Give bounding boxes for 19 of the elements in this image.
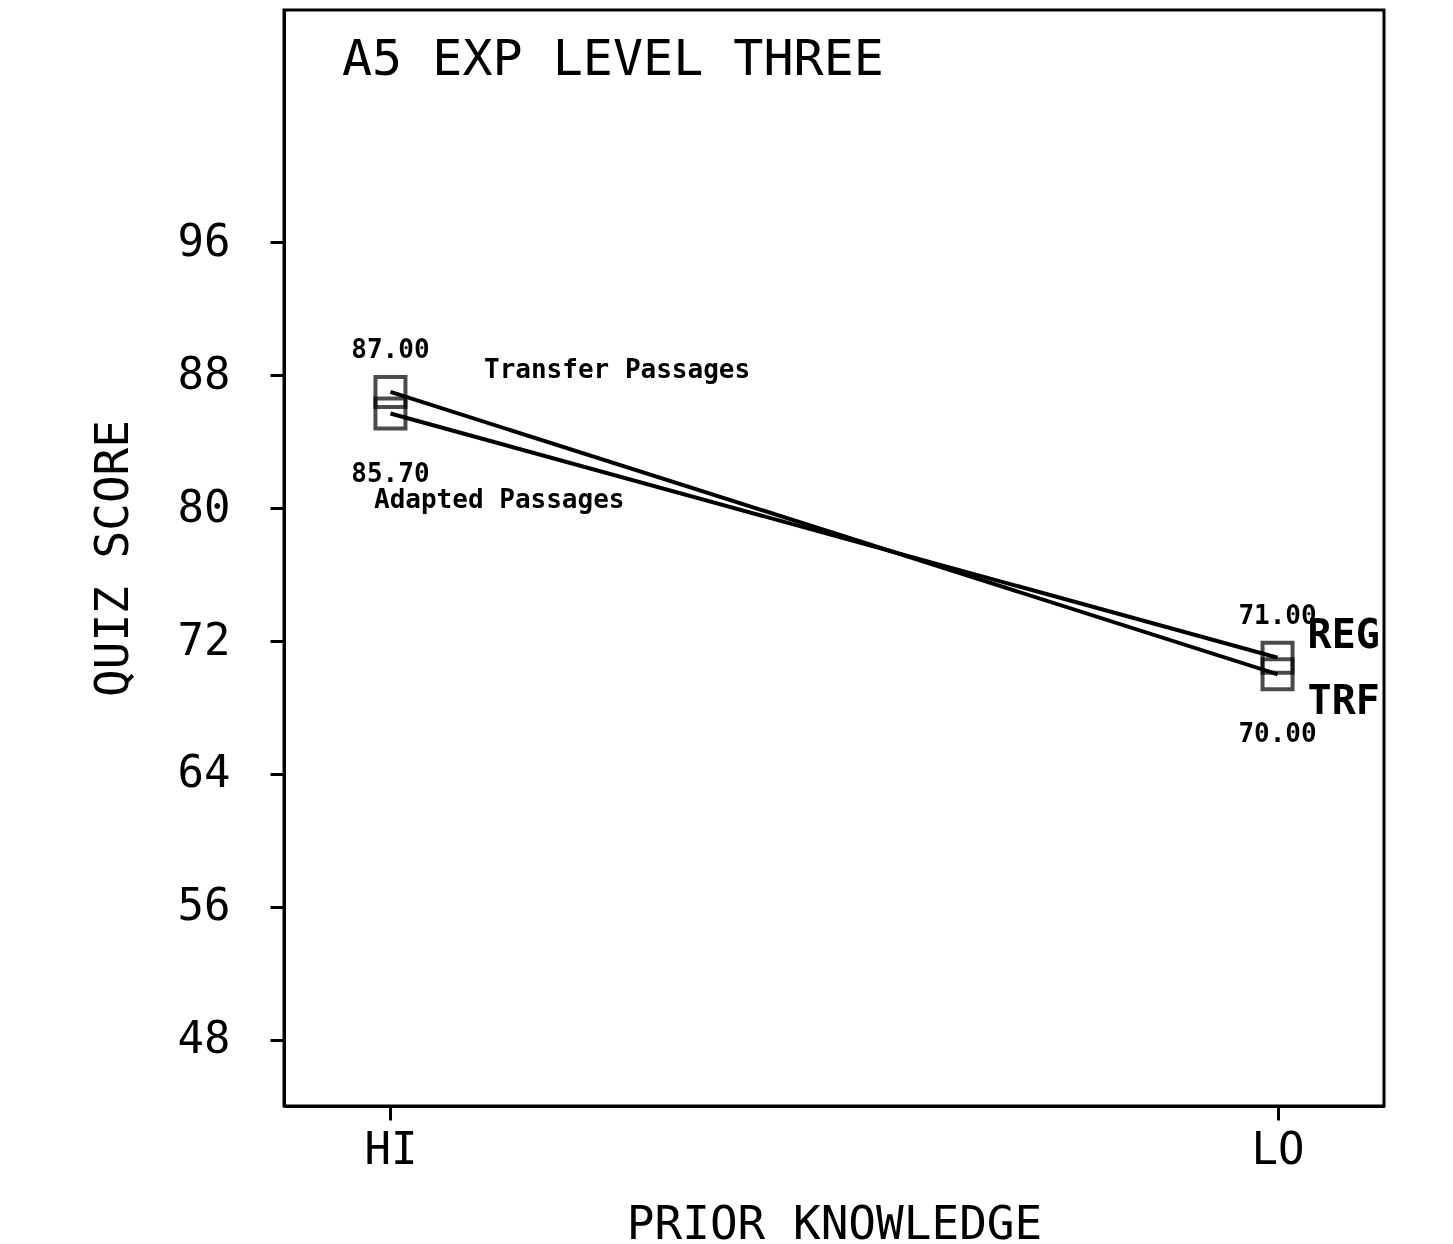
y-tick-label: 88 xyxy=(177,347,231,399)
point xyxy=(1260,657,1295,692)
data-label: 70.00 xyxy=(1238,718,1317,749)
y-tick-label: 48 xyxy=(177,1012,231,1064)
y-tick-label: 64 xyxy=(177,746,231,798)
point xyxy=(373,374,408,409)
x-axis-title: PRIOR KNOWLEDGE xyxy=(626,1195,1043,1244)
y-tick-label: 72 xyxy=(177,613,231,665)
y-tick-label: 56 xyxy=(177,879,231,931)
annotation: Transfer Passages xyxy=(484,354,751,384)
y-axis-title: QUIZ SCORE xyxy=(84,420,139,697)
point xyxy=(1260,640,1295,675)
y-tick-label: 96 xyxy=(177,214,231,266)
y-tick-label: 80 xyxy=(177,480,231,532)
chart-title: A5 EXP LEVEL THREE xyxy=(342,29,884,87)
x-tick-label: LO xyxy=(1251,1122,1305,1174)
point xyxy=(373,396,408,431)
data-label: 87.00 xyxy=(351,333,430,364)
x-tick-label: HI xyxy=(364,1122,418,1174)
